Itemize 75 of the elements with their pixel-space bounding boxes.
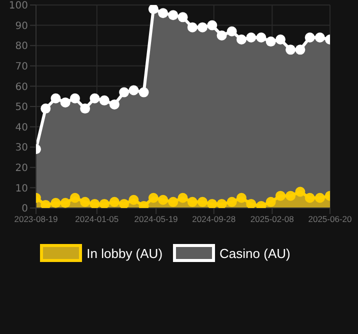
x-tick-label: 2024-09-28 [192,214,236,224]
y-tick-label: 10 [15,183,28,194]
point [216,30,227,40]
y-tick-label: 20 [15,162,28,174]
point [70,192,80,203]
point [138,87,149,98]
point [275,34,286,45]
point [99,198,110,208]
y-tick-label: 40 [15,122,28,134]
point [70,93,80,104]
point [314,192,325,203]
point [295,186,306,197]
point [90,198,100,208]
point [286,44,296,55]
point [256,32,266,42]
point [99,95,110,106]
x-tick-label: 2023-08-19 [14,214,58,224]
point [80,104,90,114]
x-tick-label: 2024-05-19 [134,214,178,224]
point [236,34,246,45]
point [158,194,168,205]
point [119,198,130,208]
point [148,5,158,14]
point [226,26,237,36]
point [198,196,208,207]
point [128,85,139,96]
point [40,200,51,208]
point [178,192,188,203]
y-tick-label: 30 [15,142,28,154]
point [286,190,296,201]
point [128,194,139,205]
legend-label: In lobby (AU) [86,244,163,262]
point [198,22,208,32]
y-tick-label: 50 [15,102,28,114]
legend-label: Casino (AU) [218,244,290,262]
point [207,198,218,208]
y-tick-label: 0 [22,204,28,215]
y-tick-label: 80 [15,41,28,52]
y-tick-label: 100 [8,0,28,12]
point [246,198,256,208]
point [50,198,61,208]
point [90,93,100,104]
y-tick-label: 60 [15,82,28,93]
y-tick-label: 70 [15,61,28,72]
point [148,192,158,203]
point [178,12,188,22]
point [216,198,227,208]
x-tick-label: 2025-02-08 [250,214,294,224]
point [158,8,168,18]
point [60,198,70,208]
x-tick-label: 2025-06-20 [308,214,352,224]
point [187,196,198,207]
point [246,32,256,42]
point [226,196,237,207]
point [304,32,315,42]
point [119,87,130,98]
point [109,99,120,110]
point [295,44,306,55]
point [40,104,51,114]
point [236,192,246,203]
point [275,190,286,201]
point [168,10,178,20]
point [207,20,218,30]
point [60,97,70,108]
point [109,196,120,207]
point [266,196,276,207]
point [80,196,90,207]
y-tick-label: 90 [15,20,28,32]
x-tick-label: 2024-01-05 [75,214,119,224]
point [304,192,315,203]
point [168,196,178,207]
point [187,22,198,32]
point [50,93,61,104]
point [266,36,276,47]
point [314,32,325,42]
